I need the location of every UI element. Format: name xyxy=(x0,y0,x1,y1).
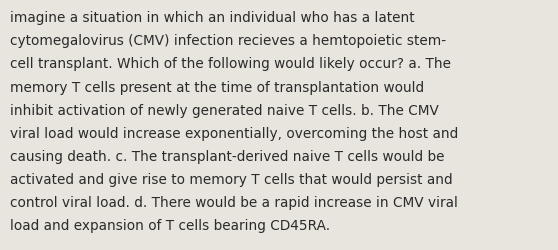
Text: imagine a situation in which an individual who has a latent: imagine a situation in which an individu… xyxy=(10,11,415,25)
Text: cytomegalovirus (CMV) infection recieves a hemtopoietic stem-: cytomegalovirus (CMV) infection recieves… xyxy=(10,34,446,48)
Text: memory T cells present at the time of transplantation would: memory T cells present at the time of tr… xyxy=(10,80,424,94)
Text: causing death. c. The transplant-derived naive T cells would be: causing death. c. The transplant-derived… xyxy=(10,149,445,163)
Text: inhibit activation of newly generated naive T cells. b. The CMV: inhibit activation of newly generated na… xyxy=(10,103,439,117)
Text: viral load would increase exponentially, overcoming the host and: viral load would increase exponentially,… xyxy=(10,126,458,140)
Text: load and expansion of T cells bearing CD45RA.: load and expansion of T cells bearing CD… xyxy=(10,218,330,232)
Text: cell transplant. Which of the following would likely occur? a. The: cell transplant. Which of the following … xyxy=(10,57,451,71)
Text: control viral load. d. There would be a rapid increase in CMV viral: control viral load. d. There would be a … xyxy=(10,195,458,209)
Text: activated and give rise to memory T cells that would persist and: activated and give rise to memory T cell… xyxy=(10,172,453,186)
